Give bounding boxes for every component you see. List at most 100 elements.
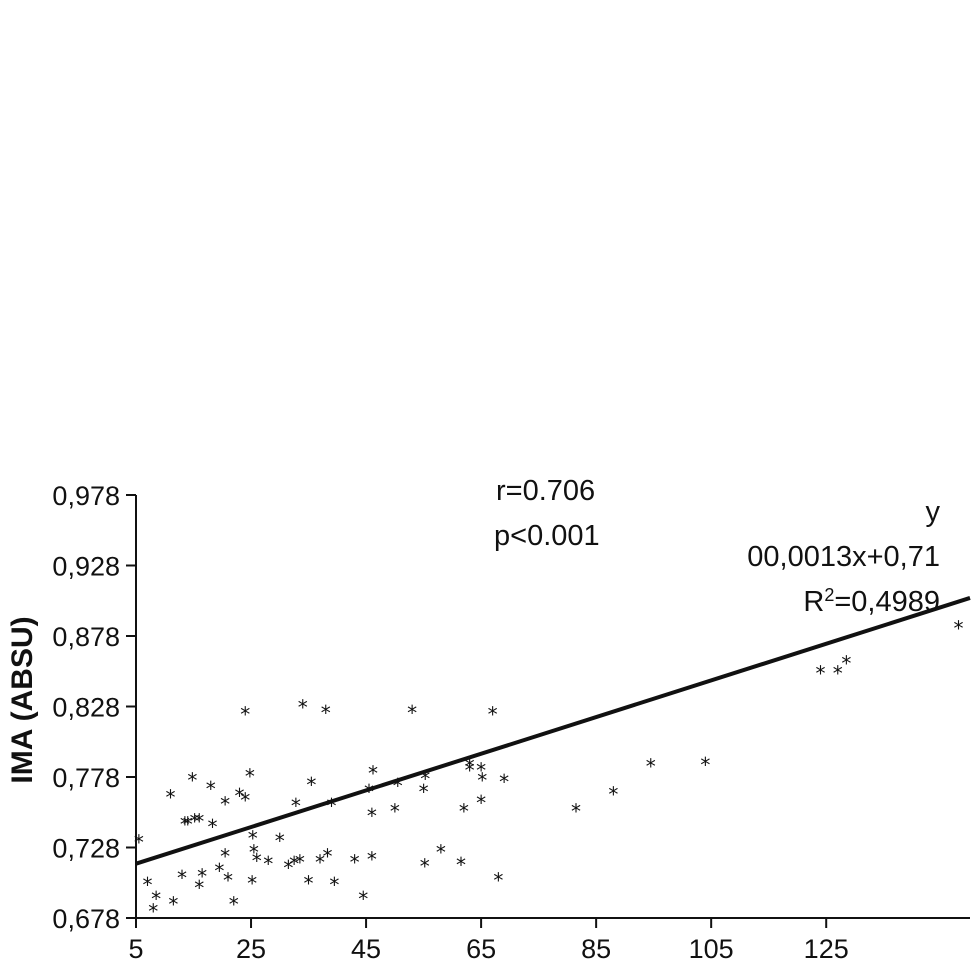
data-point: * (304, 872, 314, 896)
y-tick-label: 0,928 (52, 552, 120, 582)
data-point: * (841, 652, 851, 676)
equation-line-2: 00,0013x+0,71 (747, 541, 940, 573)
x-tick-label: 125 (804, 934, 849, 964)
data-point: * (329, 873, 339, 897)
data-point: * (180, 812, 190, 836)
data-point: * (190, 809, 200, 833)
data-point: * (295, 850, 305, 874)
data-point: * (358, 887, 368, 911)
data-point: * (298, 695, 308, 719)
data-point: * (245, 764, 255, 788)
data-point: * (214, 859, 224, 883)
correlation-r-label: r=0.706 (496, 475, 595, 507)
data-point: * (151, 887, 161, 911)
data-point: * (459, 800, 469, 824)
data-point: * (407, 701, 417, 725)
data-point: * (420, 855, 430, 879)
data-point: * (143, 873, 153, 897)
r-squared-value: =0,4989 (834, 586, 940, 618)
data-point: * (168, 893, 178, 917)
data-point: * (206, 777, 216, 801)
data-point: * (327, 794, 337, 818)
data-point: * (220, 845, 230, 869)
data-point: * (240, 788, 250, 812)
data-point: * (499, 770, 509, 794)
data-point: * (477, 769, 487, 793)
y-tick-label: 0,978 (52, 481, 120, 511)
data-point: * (197, 864, 207, 888)
data-point: * (833, 661, 843, 685)
y-tick-label: 0,828 (52, 693, 120, 723)
data-point: * (166, 786, 176, 810)
data-point: * (187, 769, 197, 793)
data-point: * (488, 702, 498, 726)
data-points: ***************************** ***********… (134, 616, 964, 923)
data-point: * (275, 829, 285, 853)
data-point: * (608, 783, 618, 807)
trendline (135, 596, 971, 866)
data-point: * (134, 831, 144, 855)
y-tick-label: 0,728 (52, 834, 120, 864)
data-point: * (247, 872, 257, 896)
data-point: * (183, 812, 193, 836)
data-point: * (420, 767, 430, 791)
r-squared-label: R2=0,4989 (803, 585, 940, 618)
y-tick-label: 0,778 (52, 763, 120, 793)
data-point: * (476, 791, 486, 815)
data-point: * (306, 773, 316, 797)
data-point: * (419, 780, 429, 804)
data-point: * (953, 616, 963, 640)
data-point: * (350, 850, 360, 874)
equation-line-1: y (926, 496, 941, 528)
data-point: * (291, 794, 301, 818)
x-tick-label: 5 (128, 934, 143, 964)
trendline-group (135, 596, 971, 866)
data-point: * (207, 815, 217, 839)
data-point: * (235, 784, 245, 808)
data-point: * (229, 893, 239, 917)
data-point: * (815, 661, 825, 685)
data-point: * (194, 809, 204, 833)
data-point: * (240, 702, 250, 726)
data-point: * (493, 869, 503, 893)
y-axis-title: IMA (ABSU) (6, 616, 39, 783)
r-squared-superscript: 2 (824, 585, 834, 605)
data-point: * (367, 804, 377, 828)
data-point: * (368, 762, 378, 786)
data-point: * (223, 869, 233, 893)
data-point: * (315, 850, 325, 874)
data-point: * (390, 800, 400, 824)
p-value-label: p<0.001 (494, 520, 600, 552)
y-tick-label: 0,678 (52, 904, 120, 934)
data-point: * (252, 849, 262, 873)
data-point: * (194, 876, 204, 900)
x-tick-label: 105 (689, 934, 734, 964)
data-point: * (364, 780, 374, 804)
data-point: * (263, 852, 273, 876)
data-point: * (323, 845, 333, 869)
data-point: * (456, 853, 466, 877)
data-point: * (367, 848, 377, 872)
r-squared-prefix: R (803, 586, 824, 618)
data-point: * (700, 753, 710, 777)
data-point: * (646, 754, 656, 778)
x-tick-label: 45 (351, 934, 381, 964)
data-point: * (220, 793, 230, 817)
data-point: * (177, 866, 187, 890)
data-point: * (289, 852, 299, 876)
data-point: * (465, 754, 475, 778)
data-point: * (248, 826, 258, 850)
x-tick-label: 85 (581, 934, 611, 964)
data-point: * (393, 774, 403, 798)
data-point: * (249, 841, 259, 865)
data-point: * (571, 800, 581, 824)
data-point: * (321, 701, 331, 725)
data-point: * (476, 759, 486, 783)
data-point: * (148, 900, 158, 924)
data-point: * (465, 759, 475, 783)
data-point: * (283, 856, 293, 880)
x-tick-label: 65 (466, 934, 496, 964)
tick-marks: 0,678 0,728 0,778 0,828 0,878 0,928 0,978 5 25 45… (52, 481, 848, 964)
